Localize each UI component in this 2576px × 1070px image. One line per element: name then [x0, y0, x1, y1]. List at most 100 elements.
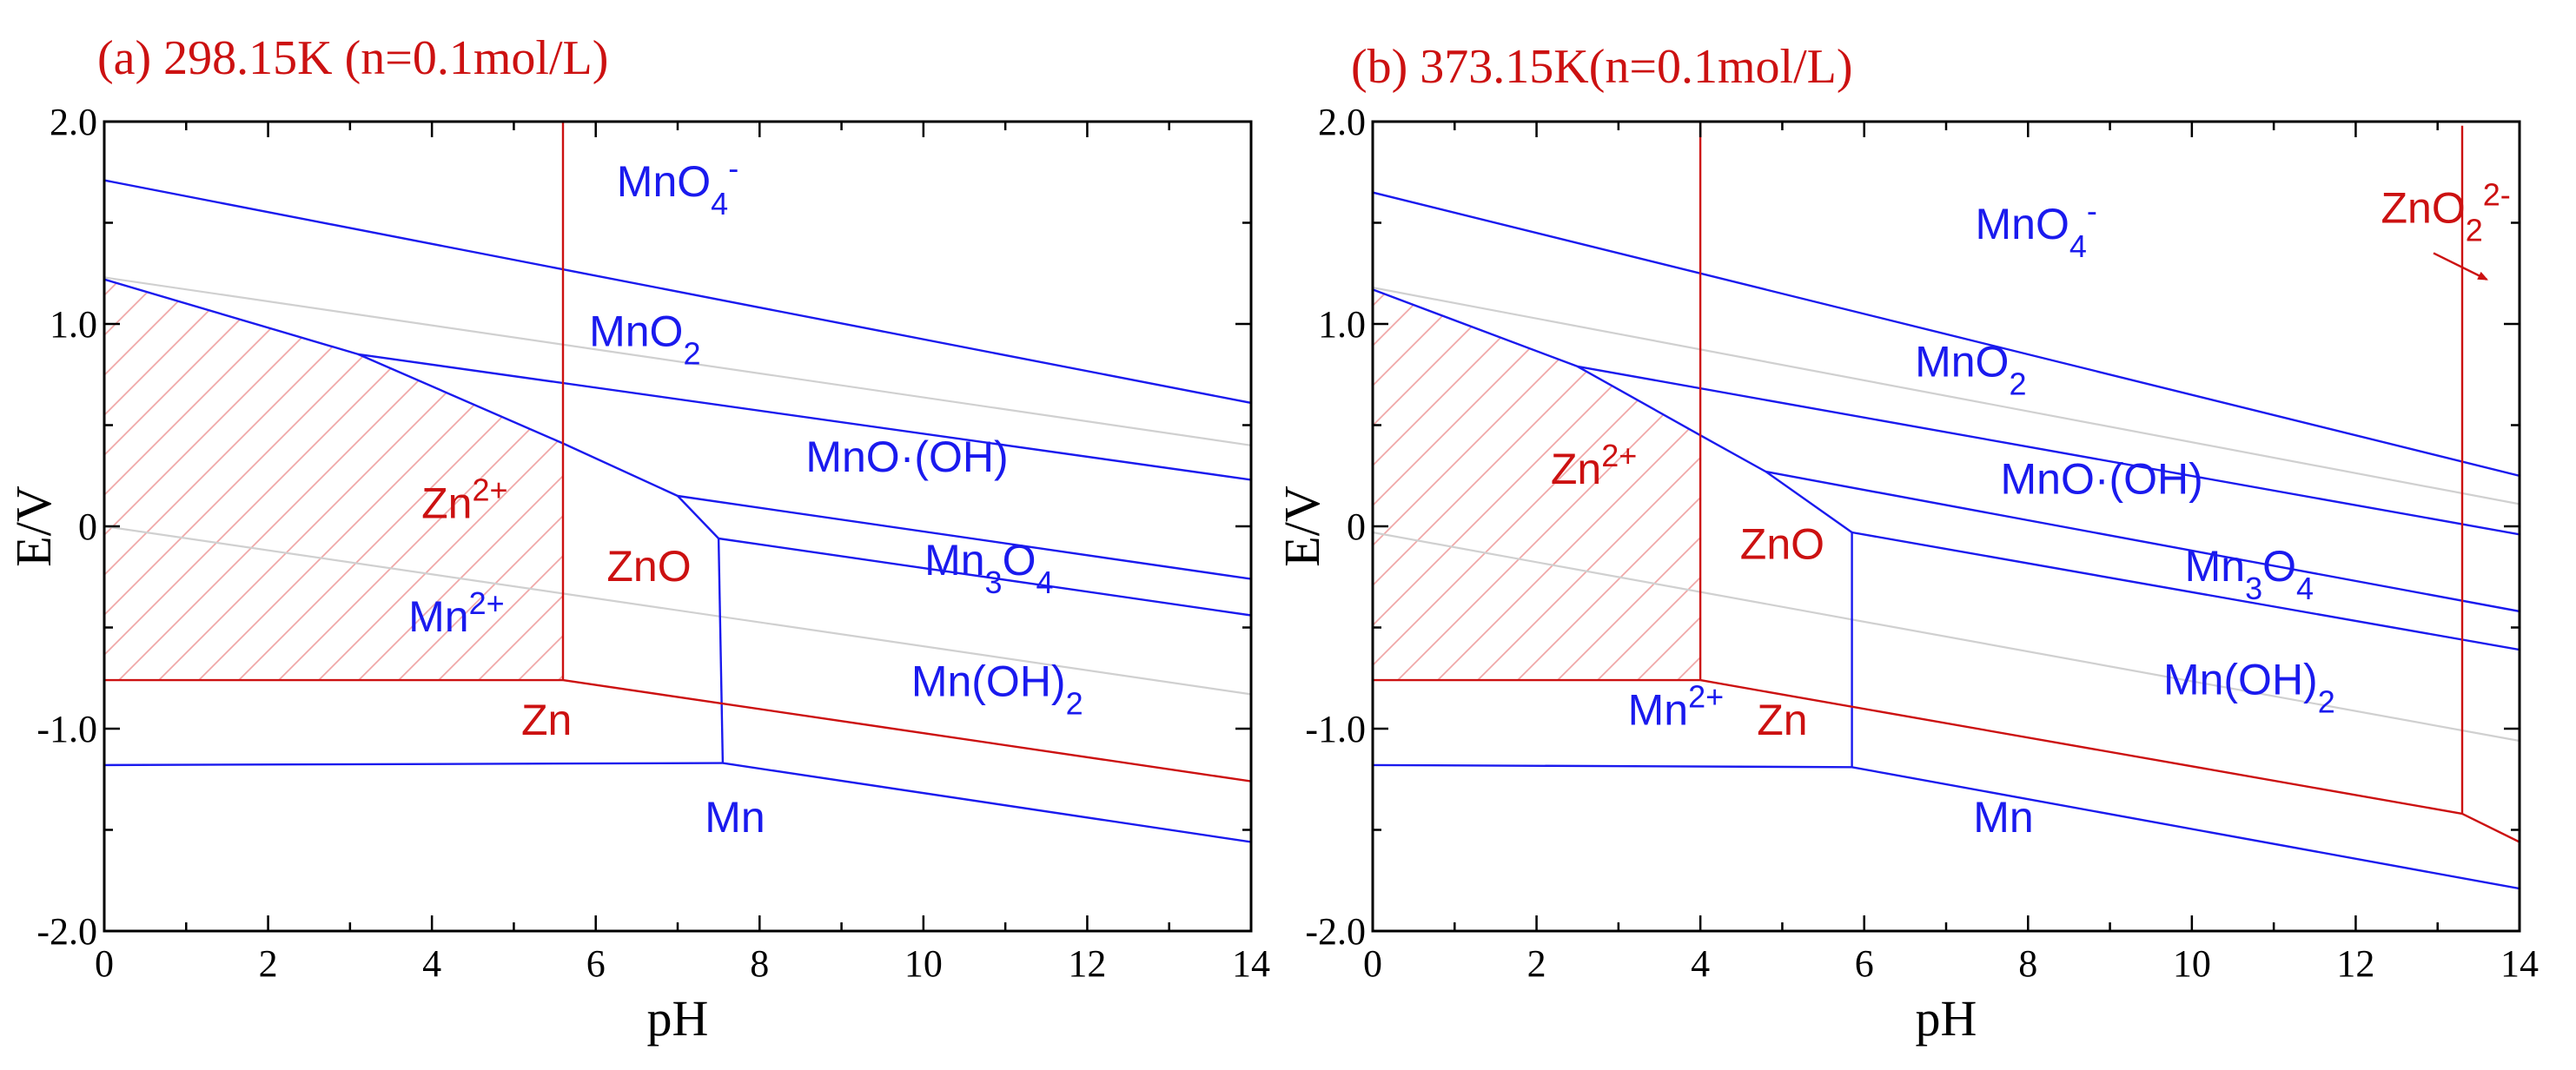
region-label: Mn — [705, 793, 765, 842]
x-tick-label: 6 — [1855, 942, 1874, 985]
series-line-mno4-mno2 — [1373, 191, 2520, 477]
label-superscript: 2- — [2483, 176, 2511, 212]
x-tick-label: 8 — [2018, 942, 2037, 985]
panel-b: 0 2 4 6 8 10 12 14 2.0 1.0 0 -1.0 -2.0 pH E/V (b) 373.1… — [1274, 40, 2539, 1047]
region-label: MnO2 — [1915, 338, 2026, 402]
x-tick-label: 2 — [1527, 942, 1546, 985]
series-line-mno-oh-mn3o4 — [1765, 470, 2520, 613]
region-label: MnO·(OH) — [805, 433, 1008, 481]
label-text: Mn — [1973, 793, 2033, 842]
region-label: Mn2+ — [1628, 678, 1725, 735]
region-label: Mn(OH)2 — [911, 657, 1083, 722]
series-line-mno4-mno2 — [104, 179, 1251, 405]
label-subscript: 2 — [2466, 212, 2483, 248]
label-text: MnO·(OH) — [805, 433, 1008, 481]
hatched-region — [104, 279, 563, 681]
region-label: ZnO22- — [2381, 176, 2510, 248]
label-subscript: 3 — [2245, 570, 2262, 605]
region-label: MnO4- — [1976, 193, 2097, 264]
label-text: MnO — [1976, 200, 2069, 248]
x-tick-label: 4 — [1691, 942, 1710, 985]
x-tick-label: 10 — [904, 942, 943, 985]
label-text: Mn — [408, 592, 468, 641]
plot-area — [104, 122, 1251, 843]
x-tick-label: 2 — [259, 942, 278, 985]
series-line-mn-oh-2-mn — [722, 762, 1251, 843]
x-tick-label: 12 — [1068, 942, 1106, 985]
y-axis-label: E/V — [5, 485, 62, 567]
label-text: Mn(OH) — [2163, 655, 2318, 703]
label-text: Zn — [521, 696, 572, 744]
series-line-mno2-mno-oh- — [1577, 365, 2520, 536]
y-tick-label: 0 — [78, 505, 97, 548]
y-tick-label: 0 — [1347, 505, 1366, 548]
region-label: Mn3O4 — [924, 536, 1053, 600]
region-label: Zn2+ — [421, 472, 507, 528]
series-line-zno-zn — [1699, 678, 2463, 816]
series-line-mn3o4-mn-oh-2 — [1851, 531, 2520, 651]
series-line-o2-h2o — [104, 276, 1251, 446]
label-superscript: 2+ — [1601, 438, 1637, 473]
x-tick-label: 0 — [1363, 942, 1382, 985]
y-axis-label: E/V — [1274, 485, 1330, 567]
y-tick-label: -1.0 — [36, 708, 97, 750]
y-tick-label: -1.0 — [1305, 708, 1366, 750]
label-text: ZnO — [606, 542, 691, 591]
region-label: ZnO — [1740, 519, 1824, 568]
x-axis-label: pH — [647, 990, 709, 1047]
region-label: Zn — [521, 696, 572, 744]
x-tick-label: 14 — [2500, 942, 2539, 985]
label-superscript: - — [728, 150, 738, 186]
label-text: Mn — [2185, 542, 2245, 591]
plot-area — [1373, 122, 2520, 890]
series-line-h-h2 — [1373, 531, 2520, 743]
label-text: Zn — [1551, 445, 1601, 493]
chart-title: (a) 298.15K (n=0.1mol/L) — [97, 31, 608, 85]
label-subscript: 3 — [985, 564, 1003, 599]
label-text: Zn — [421, 479, 472, 528]
label-text: Mn(OH) — [911, 657, 1066, 706]
label-superscript: 2+ — [473, 472, 508, 507]
label-text: Zn — [1757, 696, 1807, 744]
y-tick-label: -2.0 — [36, 910, 97, 953]
series-line-mn-oh-2-mn — [1851, 766, 2520, 890]
region-label: MnO·(OH) — [2000, 455, 2202, 504]
x-axis-label: pH — [1916, 990, 1977, 1047]
x-tick-label: 0 — [95, 942, 114, 985]
region-label: MnO2 — [589, 307, 700, 372]
region-label: Mn(OH)2 — [2163, 655, 2335, 719]
label-text: MnO — [589, 307, 683, 356]
label-suffix: O — [1003, 536, 1036, 585]
label-text: MnO·(OH) — [2000, 455, 2202, 504]
region-label: MnO4- — [617, 150, 738, 221]
hatched-region — [1373, 289, 1701, 681]
y-tick-label: 1.0 — [1318, 303, 1366, 346]
label-text: ZnO — [2381, 184, 2465, 233]
label-subscript: 4 — [1036, 564, 1053, 599]
series-line-mno-oh-mn3o4 — [677, 494, 1251, 580]
series-line-zno2-2-zn — [2461, 812, 2520, 843]
label-superscript: - — [2087, 193, 2097, 228]
annotation-arrow — [2433, 252, 2489, 281]
x-tick-label: 4 — [422, 942, 441, 985]
series-line-mn2-mn — [1373, 763, 1852, 769]
region-label: Mn3O4 — [2185, 542, 2314, 606]
label-subscript: 4 — [711, 186, 728, 221]
label-subscript: 4 — [2069, 228, 2087, 264]
region-label: Zn — [1757, 696, 1807, 744]
label-subscript: 2 — [683, 335, 700, 371]
label-superscript: 2+ — [1688, 678, 1724, 714]
label-text: Mn — [705, 793, 765, 842]
label-text: MnO — [617, 157, 711, 206]
y-tick-label: 1.0 — [50, 303, 97, 346]
y-tick-label: 2.0 — [1318, 101, 1366, 143]
series-line-mn2-mn-oh-2 — [717, 538, 725, 763]
panel-a: 0 2 4 6 8 10 12 14 2.0 1.0 0 -1.0 -2.0 pH E/V (a) 298.1… — [5, 31, 1270, 1047]
x-tick-label: 10 — [2173, 942, 2211, 985]
label-text: Mn — [924, 536, 984, 585]
label-subscript: 4 — [2296, 570, 2314, 605]
y-tick-label: -2.0 — [1305, 910, 1366, 953]
series-line-h-h2 — [104, 525, 1251, 696]
region-label: Zn2+ — [1551, 438, 1637, 494]
